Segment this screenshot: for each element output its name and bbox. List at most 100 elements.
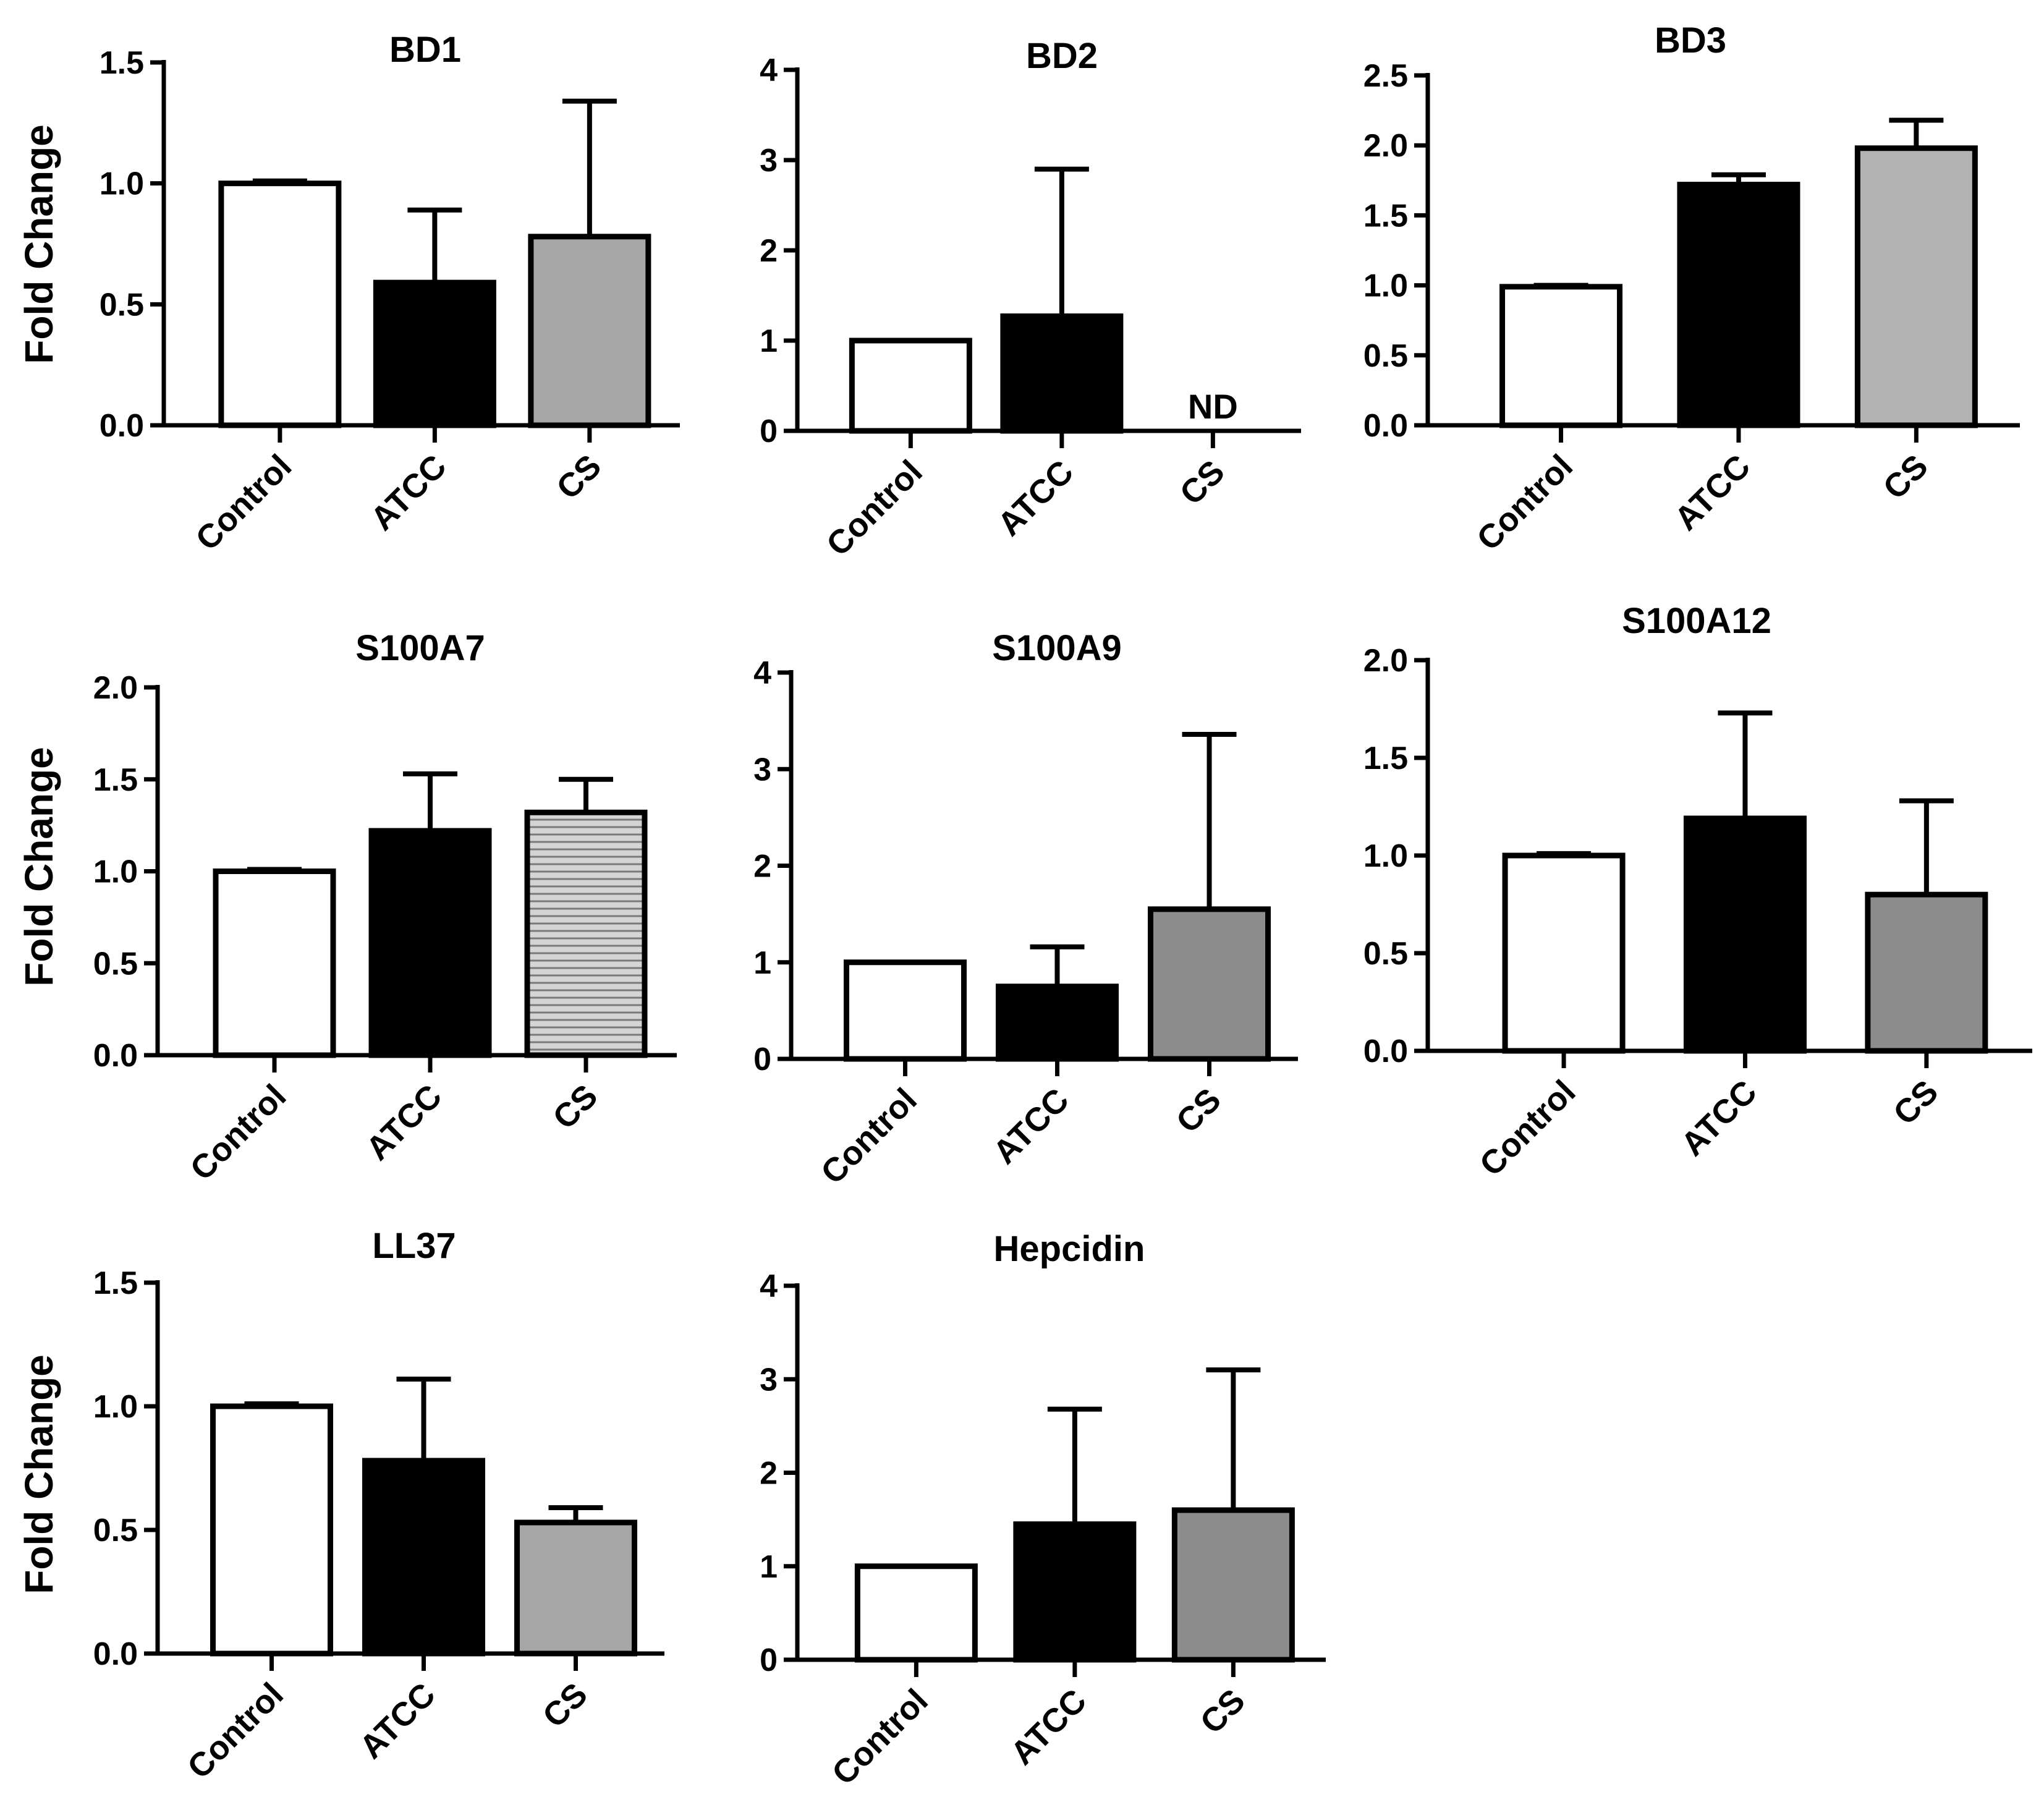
panel-bd2: BD2 Control ATCC ND CS 0 1 2 3 4: [760, 36, 1301, 563]
x-tick-label-control: Control: [825, 1682, 935, 1792]
bar-note: ND: [1188, 387, 1238, 426]
y-tick-label: 1.0: [1363, 838, 1408, 874]
y-tick-label: 1.0: [1363, 268, 1408, 304]
chart-title: LL37: [372, 1226, 456, 1266]
y-tick-label: 0.0: [93, 1038, 138, 1074]
y-tick-label: 3: [753, 752, 771, 788]
bar-cs: [1854, 145, 1978, 428]
y-tick-label: 0: [753, 1042, 771, 1077]
x-tick-label-control: Control: [814, 1081, 924, 1191]
bar-control: [844, 959, 967, 1062]
y-tick-label: 1.5: [100, 45, 144, 81]
chart-title: S100A12: [1622, 601, 1771, 641]
x-tick-label-cs: CS: [536, 1676, 595, 1735]
y-tick-label: 4: [760, 1268, 778, 1304]
y-tick-label: 2.5: [1363, 58, 1408, 94]
x-tick-label-atcc: ATCC: [991, 453, 1081, 543]
x-tick-label-atcc: ATCC: [1668, 448, 1758, 538]
y-tick-label: 3: [760, 1362, 778, 1398]
bar-control: [854, 1563, 978, 1663]
x-tick-label-atcc: ATCC: [986, 1081, 1076, 1171]
y-tick-label: 1.5: [93, 762, 138, 798]
y-tick-label: 1.0: [100, 166, 144, 202]
y-tick-label: 3: [760, 143, 778, 179]
x-tick-label-cs: CS: [1169, 1081, 1228, 1140]
x-tick-label-atcc: ATCC: [352, 1676, 443, 1766]
bar-atcc: [368, 828, 492, 1058]
y-tick-label: 4: [760, 53, 778, 88]
panel-s100a9: S100A9 Control ATCC CS 0 1 2 3 4: [753, 628, 1298, 1191]
x-tick-label-control: Control: [1470, 448, 1580, 558]
y-tick-label: 1: [760, 323, 778, 359]
panel-s100a12: S100A12 Control ATCC CS 0.0 0.5 1.0 1.5 2.0: [1363, 601, 2032, 1183]
bar-control: [1499, 284, 1623, 428]
x-tick-label-atcc: ATCC: [363, 448, 454, 538]
x-tick-label-control: Control: [183, 1077, 293, 1187]
bar-control: [210, 1403, 333, 1657]
bar-cs: [514, 1519, 637, 1657]
panel-s100a7: S100A7 Fold Change Control ATCC CS 0.0 0.5 1.0 1…: [17, 628, 677, 1187]
y-tick-label: 2: [760, 1456, 778, 1492]
y-tick-label: 0: [760, 1642, 778, 1678]
panel-bd3: BD3 Control ATCC CS 0.0 0.5 1.0 1.5 2.0 2.5: [1363, 20, 2020, 558]
x-tick-label-control: Control: [820, 453, 930, 563]
chart-title: S100A9: [992, 628, 1122, 668]
y-tick-label: 2.0: [1363, 128, 1408, 164]
bar-atcc: [1013, 1521, 1137, 1663]
chart-title: BD3: [1655, 20, 1726, 61]
bar-atcc: [1000, 313, 1124, 434]
bar-control: [218, 180, 342, 428]
bar-atcc: [362, 1458, 485, 1657]
bar-cs: [1171, 1507, 1295, 1663]
y-tick-label: 2.0: [1363, 643, 1408, 679]
panel-bd1: BD1 Fold Change Control ATCC CS 0.0 0.5 1.0 1.5: [17, 30, 680, 558]
y-axis-label: Fold Change: [17, 124, 61, 364]
y-axis-label: Fold Change: [17, 747, 61, 987]
x-tick-label-cs: CS: [1876, 448, 1935, 506]
y-tick-label: 0: [760, 414, 778, 449]
bar-atcc: [1683, 815, 1807, 1054]
x-tick-label-cs: CS: [1173, 453, 1231, 512]
x-tick-label-cs: CS: [1886, 1073, 1945, 1132]
x-tick-label-cs: CS: [1193, 1682, 1252, 1741]
bar-control: [213, 869, 336, 1058]
y-tick-label: 0.0: [93, 1636, 138, 1672]
y-tick-label: 0.0: [100, 408, 144, 444]
y-tick-label: 1: [760, 1549, 778, 1585]
bar-control: [1502, 852, 1626, 1054]
y-tick-label: 1.0: [93, 854, 138, 890]
bar-cs: [1148, 906, 1271, 1062]
y-tick-label: 1.5: [1363, 198, 1408, 234]
y-tick-label: 0.0: [1363, 1034, 1408, 1069]
panel-hepcidin: Hepcidin Control ATCC CS 0 1 2 3 4: [760, 1229, 1326, 1792]
bar-cs: [1865, 891, 1988, 1054]
y-tick-label: 0.5: [93, 1513, 138, 1548]
x-tick-label-control: Control: [189, 448, 299, 558]
y-tick-label: 0.0: [1363, 408, 1408, 444]
panel-ll37: LL37 Fold Change Control ATCC CS 0.0 0.5 1.0 1.5: [17, 1226, 664, 1786]
bar-control: [849, 338, 972, 434]
x-tick-label-control: Control: [180, 1676, 290, 1786]
bar-cs: [528, 234, 651, 428]
x-tick-label-atcc: ATCC: [359, 1077, 449, 1168]
y-tick-label: 2.0: [93, 670, 138, 706]
x-tick-label-cs: CS: [546, 1077, 604, 1136]
x-tick-label-atcc: ATCC: [1674, 1073, 1764, 1163]
y-tick-label: 0.5: [1363, 338, 1408, 374]
y-tick-label: 1.0: [93, 1389, 138, 1425]
y-tick-label: 1.5: [93, 1265, 138, 1301]
y-tick-label: 4: [753, 655, 771, 691]
chart-title: S100A7: [355, 628, 485, 668]
y-tick-label: 1: [753, 945, 771, 981]
y-tick-label: 0.5: [100, 287, 144, 323]
chart-title: BD2: [1026, 36, 1098, 76]
bar-atcc: [1677, 182, 1800, 428]
x-tick-label-cs: CS: [549, 448, 608, 506]
chart-title: Hepcidin: [994, 1229, 1145, 1269]
bar-cs: [524, 809, 648, 1058]
x-tick-label-atcc: ATCC: [1004, 1682, 1094, 1772]
y-tick-label: 0.5: [1363, 936, 1408, 972]
y-tick-label: 1.5: [1363, 741, 1408, 776]
bar-atcc: [996, 983, 1119, 1062]
